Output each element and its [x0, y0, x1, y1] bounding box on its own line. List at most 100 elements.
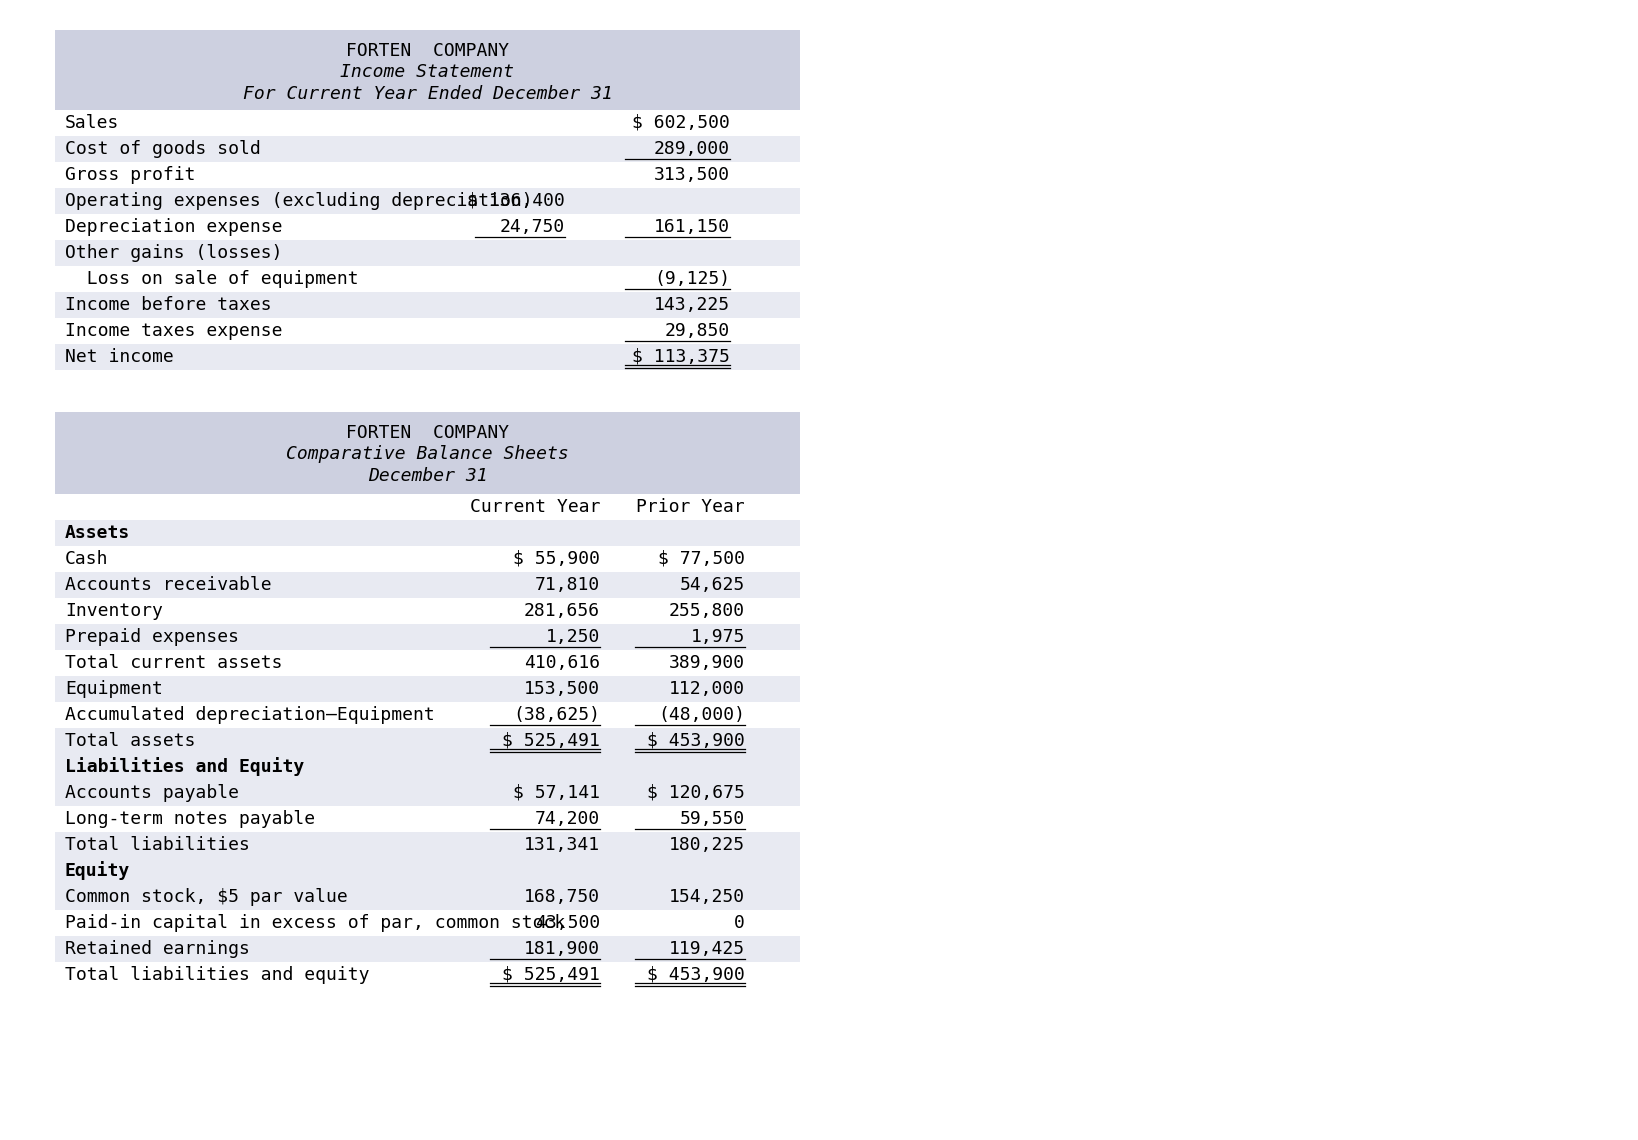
Text: Income before taxes: Income before taxes [66, 296, 272, 314]
Text: 119,425: 119,425 [668, 940, 745, 958]
Text: 1,975: 1,975 [691, 628, 745, 646]
Text: (9,125): (9,125) [654, 270, 731, 288]
Text: 153,500: 153,500 [524, 679, 600, 698]
Text: Accounts receivable: Accounts receivable [66, 576, 272, 594]
FancyBboxPatch shape [56, 572, 799, 598]
Text: $ 77,500: $ 77,500 [658, 549, 745, 568]
FancyBboxPatch shape [56, 188, 799, 214]
Text: Net income: Net income [66, 348, 174, 366]
Text: 71,810: 71,810 [534, 576, 600, 594]
Text: $ 525,491: $ 525,491 [503, 732, 600, 750]
FancyBboxPatch shape [56, 676, 799, 702]
Text: $ 453,900: $ 453,900 [647, 732, 745, 750]
Text: $ 120,675: $ 120,675 [647, 784, 745, 803]
Text: Income Statement: Income Statement [341, 63, 514, 81]
Text: Loss on sale of equipment: Loss on sale of equipment [66, 270, 359, 288]
FancyBboxPatch shape [56, 520, 799, 546]
Text: Long-term notes payable: Long-term notes payable [66, 811, 314, 828]
FancyBboxPatch shape [56, 624, 799, 650]
FancyBboxPatch shape [56, 412, 799, 494]
Text: Cost of goods sold: Cost of goods sold [66, 140, 260, 158]
Text: Gross profit: Gross profit [66, 166, 195, 184]
FancyBboxPatch shape [56, 832, 799, 858]
Text: 143,225: 143,225 [654, 296, 731, 314]
Text: 313,500: 313,500 [654, 166, 731, 184]
Text: $ 113,375: $ 113,375 [632, 348, 731, 366]
Text: Paid-in capital in excess of par, common stock: Paid-in capital in excess of par, common… [66, 914, 565, 933]
Text: Accounts payable: Accounts payable [66, 784, 239, 803]
Text: 161,150: 161,150 [654, 218, 731, 236]
Text: 181,900: 181,900 [524, 940, 600, 958]
Text: Operating expenses (excluding depreciation): Operating expenses (excluding depreciati… [66, 192, 532, 210]
Text: Inventory: Inventory [66, 602, 162, 620]
FancyBboxPatch shape [56, 910, 799, 936]
Text: 74,200: 74,200 [534, 811, 600, 828]
Text: FORTEN  COMPANY: FORTEN COMPANY [346, 424, 509, 442]
Text: Liabilities and Equity: Liabilities and Equity [66, 757, 305, 776]
FancyBboxPatch shape [56, 884, 799, 910]
Text: Total liabilities and equity: Total liabilities and equity [66, 966, 370, 984]
FancyBboxPatch shape [56, 344, 799, 370]
FancyBboxPatch shape [56, 702, 799, 728]
FancyBboxPatch shape [56, 806, 799, 832]
Text: (38,625): (38,625) [513, 706, 600, 724]
FancyBboxPatch shape [56, 292, 799, 318]
FancyBboxPatch shape [56, 546, 799, 572]
Text: Accumulated depreciation–Equipment: Accumulated depreciation–Equipment [66, 706, 434, 724]
Text: 180,225: 180,225 [668, 836, 745, 854]
Text: FORTEN  COMPANY: FORTEN COMPANY [346, 42, 509, 60]
FancyBboxPatch shape [56, 494, 799, 520]
Text: Equity: Equity [66, 862, 131, 880]
FancyBboxPatch shape [56, 214, 799, 241]
Text: Assets: Assets [66, 524, 131, 541]
FancyBboxPatch shape [56, 598, 799, 624]
Text: 0: 0 [734, 914, 745, 933]
Text: $ 453,900: $ 453,900 [647, 966, 745, 984]
FancyBboxPatch shape [56, 109, 799, 136]
FancyBboxPatch shape [56, 728, 799, 754]
Text: 255,800: 255,800 [668, 602, 745, 620]
Text: 131,341: 131,341 [524, 836, 600, 854]
Text: Total current assets: Total current assets [66, 654, 282, 671]
Text: 410,616: 410,616 [524, 654, 600, 671]
FancyBboxPatch shape [56, 650, 799, 676]
Text: 54,625: 54,625 [680, 576, 745, 594]
Text: Current Year: Current Year [470, 498, 600, 516]
Text: Retained earnings: Retained earnings [66, 940, 251, 958]
Text: Cash: Cash [66, 549, 108, 568]
Text: Equipment: Equipment [66, 679, 162, 698]
FancyBboxPatch shape [56, 754, 799, 780]
Text: 289,000: 289,000 [654, 140, 731, 158]
Text: $ 136,400: $ 136,400 [467, 192, 565, 210]
Text: $ 55,900: $ 55,900 [513, 549, 600, 568]
Text: Income taxes expense: Income taxes expense [66, 321, 282, 340]
Text: Prior Year: Prior Year [636, 498, 745, 516]
FancyBboxPatch shape [56, 136, 799, 162]
FancyBboxPatch shape [56, 318, 799, 344]
Text: (48,000): (48,000) [658, 706, 745, 724]
Text: 389,900: 389,900 [668, 654, 745, 671]
Text: Comparative Balance Sheets: Comparative Balance Sheets [287, 445, 568, 463]
Text: $ 602,500: $ 602,500 [632, 114, 731, 132]
Text: 112,000: 112,000 [668, 679, 745, 698]
Text: For Current Year Ended December 31: For Current Year Ended December 31 [242, 86, 613, 103]
Text: $ 57,141: $ 57,141 [513, 784, 600, 803]
Text: 29,850: 29,850 [665, 321, 731, 340]
Text: Common stock, $5 par value: Common stock, $5 par value [66, 888, 347, 906]
FancyBboxPatch shape [56, 241, 799, 266]
Text: December 31: December 31 [367, 467, 488, 484]
Text: 168,750: 168,750 [524, 888, 600, 906]
FancyBboxPatch shape [56, 30, 799, 109]
Text: 24,750: 24,750 [500, 218, 565, 236]
FancyBboxPatch shape [56, 162, 799, 188]
Text: Sales: Sales [66, 114, 120, 132]
Text: Prepaid expenses: Prepaid expenses [66, 628, 239, 646]
Text: Total assets: Total assets [66, 732, 195, 750]
Text: Total liabilities: Total liabilities [66, 836, 251, 854]
Text: 43,500: 43,500 [534, 914, 600, 933]
Text: 154,250: 154,250 [668, 888, 745, 906]
FancyBboxPatch shape [56, 936, 799, 962]
Text: 281,656: 281,656 [524, 602, 600, 620]
FancyBboxPatch shape [56, 266, 799, 292]
Text: Other gains (losses): Other gains (losses) [66, 244, 282, 262]
